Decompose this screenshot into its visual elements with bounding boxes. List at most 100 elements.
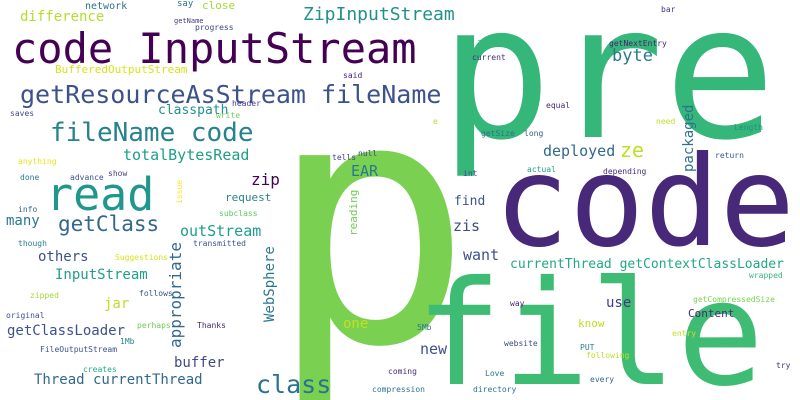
word-fileoutputstream: FileOutputStream bbox=[40, 345, 118, 354]
word-reading: reading bbox=[347, 189, 360, 236]
word-zis: zis bbox=[453, 217, 481, 235]
word-1mb: 1Mb bbox=[120, 337, 135, 346]
word-equal: equal bbox=[546, 101, 571, 110]
word-follows: follows bbox=[139, 289, 173, 298]
word-getclass: getClass bbox=[58, 212, 160, 236]
word-perhaps: perhaps bbox=[137, 321, 171, 330]
word-entry: entry bbox=[672, 329, 697, 338]
word-show: show bbox=[108, 169, 128, 178]
word-request: request bbox=[225, 191, 272, 204]
word-compression: compression bbox=[372, 385, 425, 394]
word-creates: creates bbox=[83, 365, 117, 374]
word-thanks: Thanks bbox=[197, 321, 226, 330]
word-p: p bbox=[268, 26, 473, 400]
word-ear: EAR bbox=[351, 162, 379, 180]
word-int: int bbox=[463, 169, 478, 178]
word-inputstream: InputStream bbox=[55, 267, 148, 283]
word-new: new bbox=[420, 340, 448, 358]
word-pre: pre bbox=[440, 0, 776, 181]
word-info: info bbox=[18, 205, 38, 214]
word-though: though bbox=[18, 239, 47, 248]
word-code: code bbox=[494, 130, 796, 275]
word-5mb: 5Mb bbox=[417, 323, 432, 332]
word-class: class bbox=[256, 370, 332, 399]
word-current: current bbox=[472, 53, 506, 62]
word-websphere: WebSphere bbox=[262, 246, 278, 322]
word-totalbytesread: totalBytesRead bbox=[123, 146, 250, 164]
word-getresourceasstream-filename: getResourceAsStream fileName bbox=[20, 80, 442, 109]
word-many: many bbox=[6, 213, 40, 229]
word-tells: tells bbox=[332, 153, 357, 162]
word-find: find bbox=[454, 194, 486, 209]
word-saves: saves bbox=[10, 109, 35, 118]
word-zipentry: ZipEntry bbox=[477, 39, 516, 48]
word-getnextentry: getNextEntry bbox=[609, 39, 667, 48]
word-coming: coming bbox=[388, 367, 417, 376]
word-want: want bbox=[463, 246, 500, 264]
word-getcompressedsize: getCompressedSize bbox=[693, 295, 775, 304]
word-progress: progress bbox=[195, 23, 234, 32]
word-one: one bbox=[343, 316, 369, 332]
word-subclass: subclass bbox=[219, 209, 258, 218]
word-said: said bbox=[343, 71, 363, 80]
word-ze: ze bbox=[620, 138, 645, 162]
word-appropriate: appropriate bbox=[166, 242, 185, 348]
word-null: null bbox=[358, 149, 378, 158]
word-thread-currentthread: Thread currentThread bbox=[34, 372, 203, 388]
word-long: long bbox=[524, 129, 544, 138]
word-e: e bbox=[433, 117, 438, 126]
word-wrapped: wrapped bbox=[749, 271, 783, 280]
word-outstream: outStream bbox=[180, 222, 262, 240]
word-others: others bbox=[38, 249, 89, 265]
word-suggestions: Suggestions bbox=[115, 253, 168, 262]
word-transmitted: transmitted bbox=[193, 239, 246, 248]
word-love: Love bbox=[485, 369, 505, 378]
word-say: say bbox=[177, 0, 194, 9]
word-put: PUT bbox=[580, 343, 595, 352]
word-content: Content bbox=[688, 307, 735, 320]
word-close: close bbox=[202, 0, 236, 12]
word-try: try bbox=[776, 361, 791, 370]
word-currentthread-getcontextclassloader: currentThread getContextClassLoader bbox=[510, 257, 784, 272]
word-filename-code: fileName code bbox=[50, 118, 254, 148]
word-getsize: getSize bbox=[481, 129, 515, 138]
word-header: header bbox=[232, 99, 261, 108]
word-packaged: packaged bbox=[681, 104, 697, 172]
word-classpath: classpath bbox=[158, 103, 229, 118]
word-getname: getName bbox=[174, 17, 204, 25]
word-website: website bbox=[504, 339, 538, 348]
word-following: following bbox=[586, 351, 630, 360]
word-bufferedoutputstream: BufferedOutputStream bbox=[55, 63, 188, 76]
word-read: read bbox=[46, 168, 155, 221]
word-way: way bbox=[510, 299, 525, 308]
word-done: done bbox=[20, 173, 40, 182]
word-difference: difference bbox=[20, 9, 105, 25]
word-advance: advance bbox=[70, 173, 104, 182]
word-actual: actual bbox=[527, 165, 556, 174]
word-zipped: zipped bbox=[30, 291, 59, 300]
word-file: file bbox=[415, 250, 765, 400]
word-issue: issue bbox=[175, 179, 184, 204]
word-byte: byte bbox=[612, 46, 653, 66]
word-zipinputstream: ZipInputStream bbox=[303, 4, 455, 25]
word-deployed: deployed bbox=[543, 142, 616, 160]
word-anything: anything bbox=[18, 157, 57, 166]
word-write: write bbox=[216, 111, 241, 120]
word-every: every bbox=[590, 375, 615, 384]
word-return: return bbox=[715, 151, 744, 160]
word-use: use bbox=[606, 295, 632, 311]
word-depending: depending bbox=[603, 167, 647, 176]
word-need: need bbox=[656, 117, 676, 126]
word-buffer: buffer bbox=[174, 355, 225, 371]
word-getclassloader: getClassLoader bbox=[7, 323, 126, 339]
word-jar: jar bbox=[104, 296, 130, 312]
word-network: network bbox=[85, 1, 128, 12]
word-code-inputstream: code InputStream bbox=[12, 24, 417, 73]
word-bar: bar bbox=[661, 5, 676, 14]
word-know: know bbox=[578, 317, 605, 330]
word-directory: directory bbox=[473, 385, 517, 394]
word-original: original bbox=[6, 311, 45, 320]
word-length: Length bbox=[734, 123, 763, 132]
word-zip: zip bbox=[251, 170, 280, 189]
